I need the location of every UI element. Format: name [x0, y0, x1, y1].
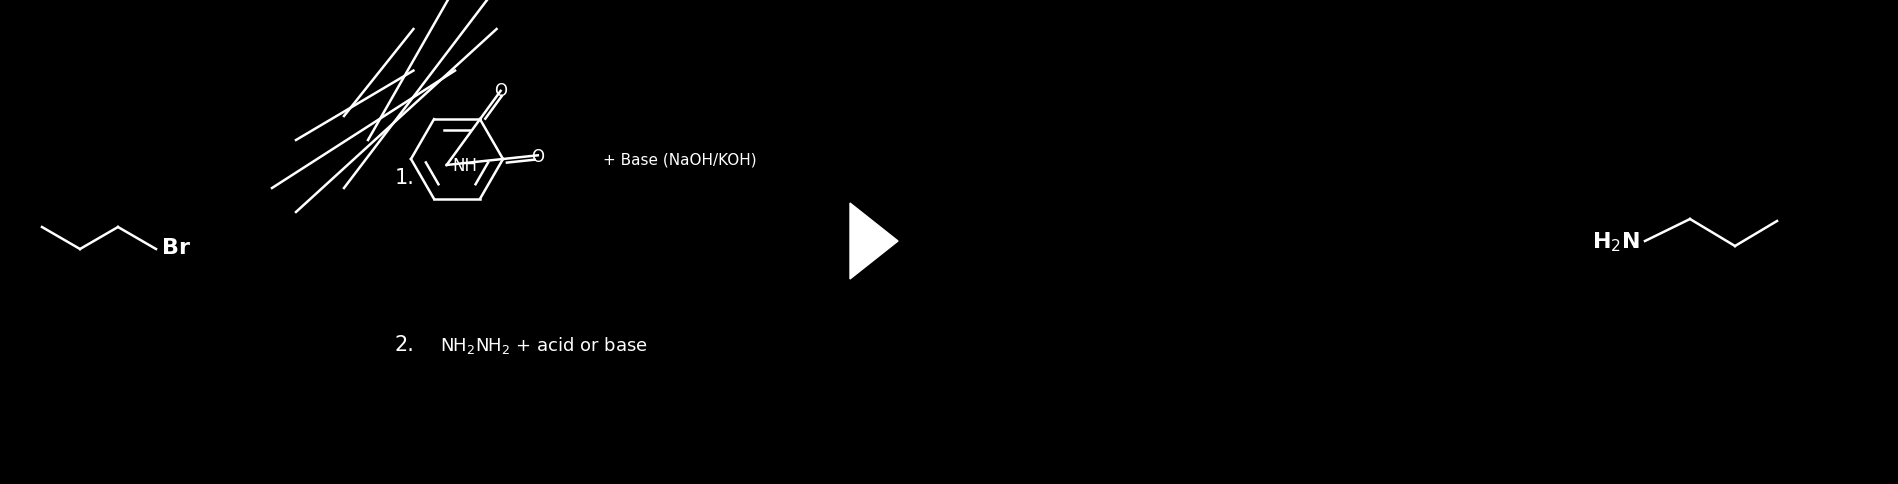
Text: 2.: 2.	[395, 334, 414, 354]
Text: Br: Br	[161, 238, 190, 257]
Text: H$_2$N: H$_2$N	[1591, 230, 1640, 253]
Polygon shape	[850, 204, 898, 279]
Text: + Base (NaOH/KOH): + Base (NaOH/KOH)	[604, 152, 755, 167]
Text: 1.: 1.	[395, 167, 414, 188]
Text: NH: NH	[452, 157, 478, 175]
Text: O: O	[493, 82, 507, 100]
Text: O: O	[531, 148, 545, 166]
Text: NH$_2$NH$_2$ + acid or base: NH$_2$NH$_2$ + acid or base	[440, 334, 647, 355]
